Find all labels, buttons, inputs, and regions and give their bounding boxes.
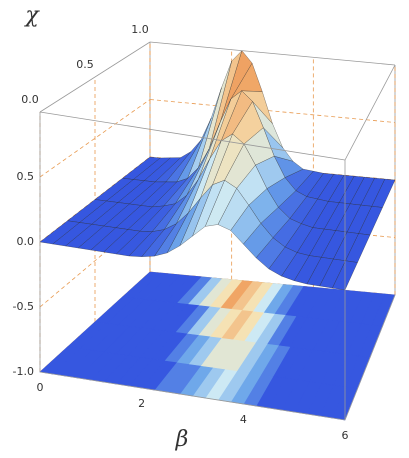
x-tick-label: 4 bbox=[240, 413, 247, 426]
x-tick-label: 2 bbox=[138, 397, 145, 410]
z-tick-label: 0.0 bbox=[17, 235, 35, 248]
z-tick-label: -0.5 bbox=[13, 300, 34, 313]
y-tick-label: 0.0 bbox=[21, 93, 39, 106]
y-axis-title: χ bbox=[23, 3, 40, 28]
y-tick-label: 0.5 bbox=[76, 58, 94, 71]
x-tick-label: 0 bbox=[37, 381, 44, 394]
box-edge bbox=[344, 294, 396, 421]
x-tick-label: 6 bbox=[342, 429, 349, 442]
grid-line bbox=[39, 99, 151, 178]
box-edge bbox=[344, 64, 396, 161]
box-edge bbox=[39, 41, 151, 113]
box-edge bbox=[149, 41, 396, 66]
box-edge bbox=[39, 371, 346, 421]
z-tick-label: -1.0 bbox=[13, 365, 34, 378]
surface-cell bbox=[39, 220, 81, 245]
grid-line bbox=[149, 99, 396, 123]
box-edge bbox=[39, 111, 346, 161]
y-tick-label: 1.0 bbox=[131, 23, 149, 36]
x-axis-title: β bbox=[175, 427, 189, 452]
z-tick-label: 0.5 bbox=[17, 170, 35, 183]
